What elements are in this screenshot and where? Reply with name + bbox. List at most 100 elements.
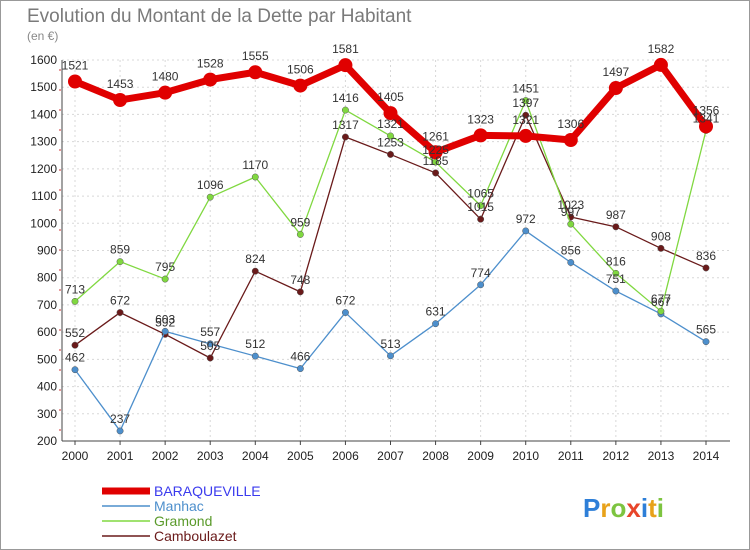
data-point <box>296 288 304 296</box>
y-tick-label: 900 <box>37 244 57 258</box>
brand-letter: o <box>610 493 626 523</box>
data-label: 513 <box>380 337 400 351</box>
y-tick-label: 1000 <box>30 216 57 230</box>
legend-label: BARAQUEVILLE <box>154 483 261 499</box>
data-point <box>71 297 79 305</box>
chart-subtitle: (en €) <box>27 29 58 43</box>
x-tick-label: 2011 <box>558 449 584 463</box>
data-label: 1065 <box>467 187 494 201</box>
data-label: 1317 <box>332 118 359 132</box>
legend-label: Manhac <box>154 498 204 514</box>
data-point <box>116 427 124 435</box>
x-tick-label: 2003 <box>197 449 224 463</box>
y-tick-label: 1400 <box>30 107 57 121</box>
data-label: 1497 <box>603 65 630 79</box>
data-point <box>293 78 308 93</box>
data-label: 1416 <box>332 91 359 105</box>
data-label: 972 <box>516 212 536 226</box>
data-point <box>68 74 82 89</box>
legend-item-camboulazet: Camboulazet <box>102 528 237 544</box>
data-point <box>251 352 259 360</box>
data-label: 592 <box>155 315 175 329</box>
legend-label: Camboulazet <box>154 528 237 544</box>
x-tick-label: 2014 <box>693 449 720 463</box>
data-point <box>383 106 398 121</box>
y-tick-label: 800 <box>37 271 57 285</box>
data-label: 466 <box>290 350 310 364</box>
data-point <box>608 81 623 96</box>
data-label: 1341 <box>693 111 720 125</box>
data-label: 997 <box>561 205 581 219</box>
data-label: 631 <box>426 305 446 319</box>
data-point <box>567 259 575 266</box>
data-label: 1321 <box>377 117 404 131</box>
brand-wordmark: Proxiti <box>583 493 664 523</box>
data-label: 1096 <box>197 178 224 192</box>
data-point <box>563 133 578 148</box>
data-point <box>338 58 353 73</box>
data-label: 667 <box>651 295 671 309</box>
data-label: 1023 <box>557 198 584 212</box>
data-point <box>251 173 259 181</box>
y-tick-label: 300 <box>37 407 57 421</box>
y-tick-label: 400 <box>37 380 57 394</box>
data-label: 565 <box>696 323 716 337</box>
data-label: 552 <box>65 326 85 340</box>
data-point <box>522 227 530 235</box>
data-label: 672 <box>110 294 130 308</box>
data-point <box>116 258 124 266</box>
data-point <box>341 106 349 114</box>
data-point <box>161 327 169 335</box>
data-label: 987 <box>606 208 626 222</box>
data-point <box>473 128 488 143</box>
series-camboulazet <box>71 111 710 362</box>
data-point <box>203 72 218 87</box>
data-point <box>71 366 79 374</box>
y-tick-label: 1100 <box>31 189 57 203</box>
data-label: 603 <box>155 312 175 326</box>
data-point <box>432 169 440 177</box>
y-tick-label: 500 <box>37 352 57 366</box>
data-label: 1253 <box>377 135 404 149</box>
data-label: 795 <box>155 260 175 274</box>
data-label: 1480 <box>152 70 179 84</box>
data-label: 959 <box>290 215 310 229</box>
data-label: 751 <box>606 272 626 286</box>
data-label: 1185 <box>423 154 449 168</box>
data-label: 237 <box>110 412 130 426</box>
data-label: 1015 <box>467 200 494 214</box>
x-tick-label: 2002 <box>152 449 179 463</box>
data-label: 505 <box>200 339 220 353</box>
data-point <box>518 128 533 143</box>
data-point <box>702 264 710 272</box>
data-label: 512 <box>245 337 265 351</box>
data-point <box>387 150 394 158</box>
data-point <box>612 287 620 295</box>
y-tick-label: 700 <box>37 298 57 312</box>
data-point <box>657 244 665 252</box>
data-label: 1453 <box>107 77 134 91</box>
data-label: 859 <box>110 243 130 257</box>
data-point <box>567 220 575 228</box>
legend-label: Gramond <box>154 513 212 529</box>
data-point <box>71 341 79 349</box>
data-point <box>296 365 304 373</box>
plot-area: 200 300 400 500 600 700 800 900 1000 1100 1200 1300… <box>30 42 730 463</box>
brand-letter: P <box>583 493 600 523</box>
data-point <box>612 269 620 277</box>
data-point <box>477 281 485 289</box>
legend-item-gramond: Gramond <box>102 513 212 529</box>
data-label: 816 <box>606 254 626 268</box>
data-point <box>116 309 124 316</box>
data-label: 713 <box>65 282 85 296</box>
data-point <box>657 307 665 315</box>
x-tick-label: 2006 <box>332 449 359 463</box>
data-label: 677 <box>651 292 671 306</box>
data-label: 1451 <box>512 82 539 96</box>
data-label: 462 <box>65 351 85 365</box>
data-point <box>477 215 485 223</box>
x-tick-label: 2008 <box>422 449 449 463</box>
chart-title: Evolution du Montant de la Dette par Hab… <box>27 6 412 27</box>
